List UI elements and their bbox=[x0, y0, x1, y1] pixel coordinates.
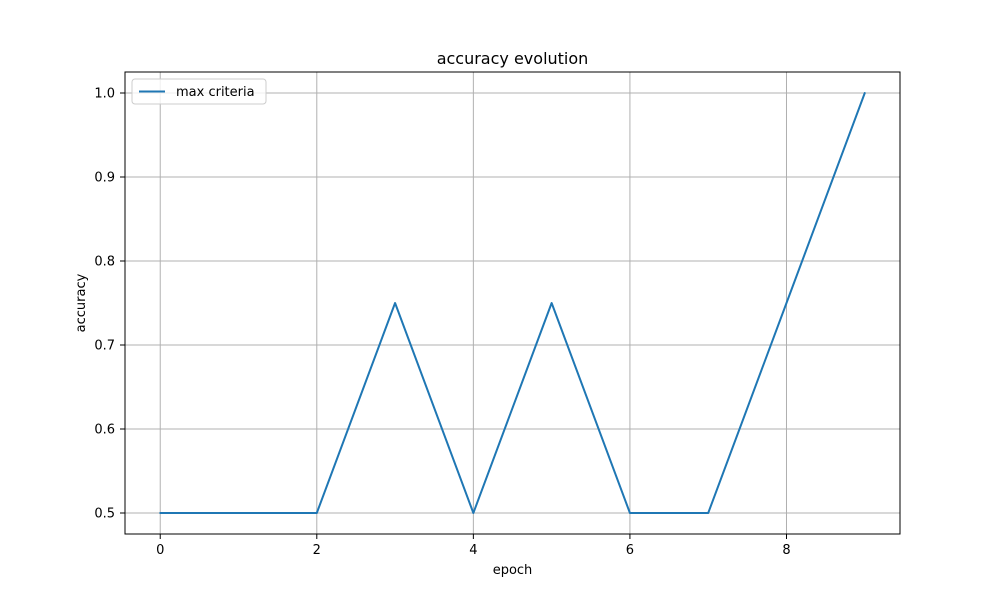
legend-label: max criteria bbox=[176, 85, 255, 100]
y-tick-label: 0.7 bbox=[94, 339, 115, 354]
series-layer bbox=[159, 92, 866, 514]
plot-frame bbox=[124, 71, 901, 535]
legend-box bbox=[131, 78, 267, 105]
x-tick-label: 0 bbox=[156, 543, 164, 558]
y-tick-label: 0.9 bbox=[94, 171, 115, 186]
x-tick-label: 2 bbox=[313, 543, 321, 558]
y-tick-label: 0.6 bbox=[94, 423, 115, 438]
y-tick-label: 0.8 bbox=[94, 255, 115, 270]
axis-ticks: 0 2 4 6 8 0.5 0.6 0.7 0.8 0.9 1.0 bbox=[94, 87, 790, 559]
x-axis-label: epoch bbox=[493, 563, 533, 578]
legend: max criteria bbox=[131, 78, 267, 105]
x-tick-label: 6 bbox=[626, 543, 634, 558]
y-axis-label: accuracy bbox=[74, 273, 89, 332]
x-tick-label: 8 bbox=[782, 543, 790, 558]
series-line-0 bbox=[159, 92, 866, 514]
y-tick-label: 1.0 bbox=[94, 87, 115, 102]
x-tick-label: 4 bbox=[469, 543, 477, 558]
grid bbox=[125, 72, 900, 534]
chart-title: accuracy evolution bbox=[437, 49, 589, 68]
y-tick-label: 0.5 bbox=[94, 507, 115, 522]
